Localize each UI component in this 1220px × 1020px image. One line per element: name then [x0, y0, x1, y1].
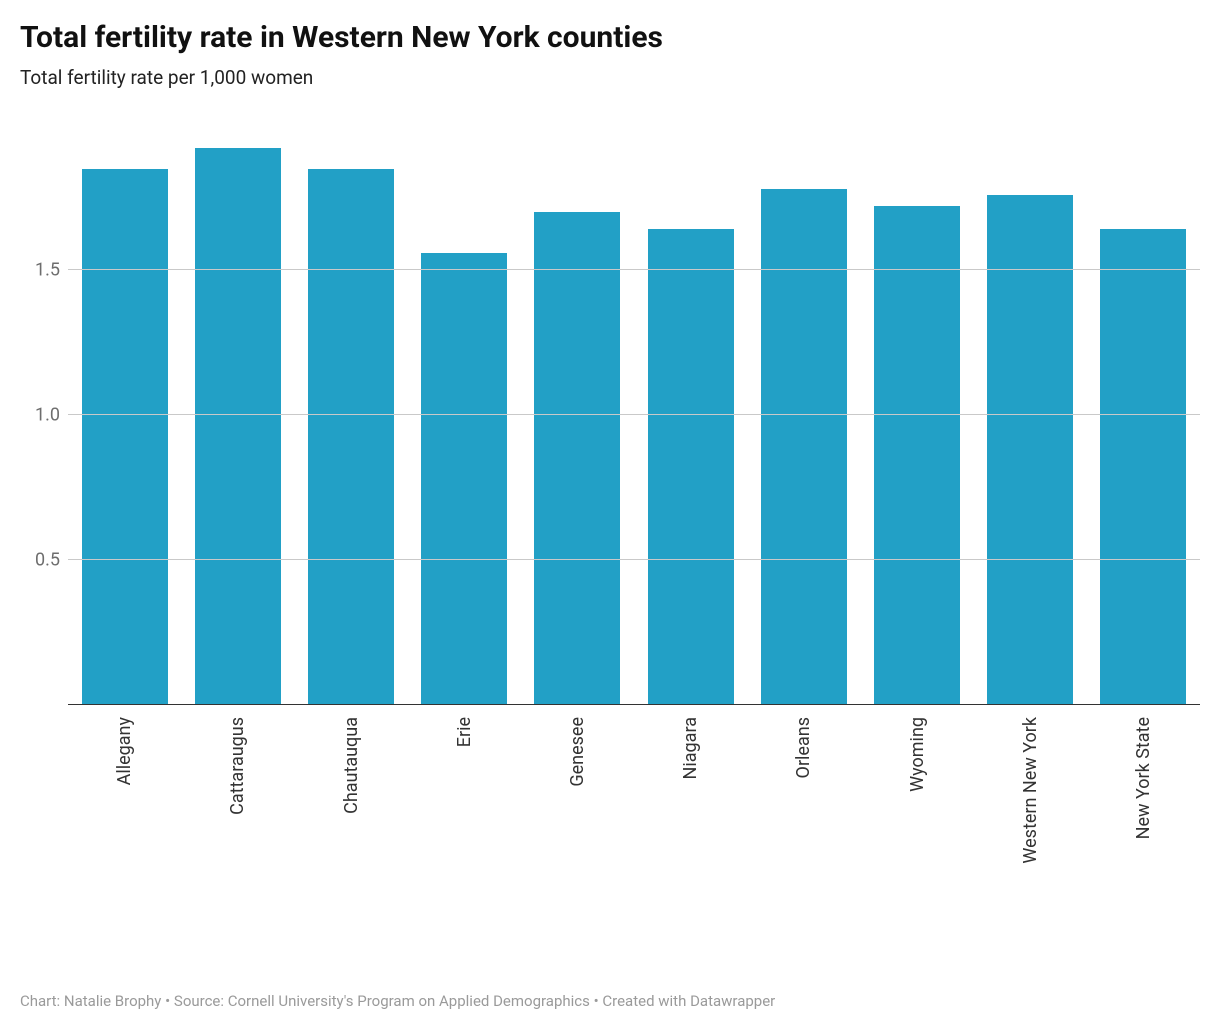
- y-tick-label: 1.0: [35, 405, 60, 426]
- x-label-slot: New York State: [1087, 717, 1200, 937]
- y-axis: 0.5 1.0 1.5: [20, 125, 68, 705]
- x-spacer: [20, 717, 68, 937]
- chart-title: Total fertility rate in Western New York…: [20, 20, 1200, 56]
- bar: [195, 148, 281, 705]
- bar: [987, 195, 1073, 705]
- bar-slot: [634, 125, 747, 705]
- chart-footer: Chart: Natalie Brophy • Source: Cornell …: [20, 984, 1200, 1010]
- plot-row: 0.5 1.0 1.5: [20, 125, 1200, 705]
- plot-area: [68, 125, 1200, 705]
- x-tick-label: Allegany: [114, 717, 135, 787]
- x-tick-label: Cattaraugus: [227, 717, 248, 817]
- y-tick-label: 0.5: [35, 550, 60, 571]
- x-tick-label: Niagara: [680, 717, 701, 781]
- x-tick-label: Western New York: [1020, 717, 1041, 866]
- gridline: [68, 269, 1200, 270]
- chart-subtitle: Total fertility rate per 1,000 women: [20, 66, 1200, 89]
- bar: [421, 253, 507, 705]
- x-tick-label: Orleans: [793, 717, 814, 780]
- chart-container: Total fertility rate in Western New York…: [0, 0, 1220, 1020]
- x-label-slot: Chautauqua: [294, 717, 407, 937]
- gridline: [68, 414, 1200, 415]
- bar: [308, 169, 394, 706]
- x-baseline: [68, 704, 1200, 705]
- bar-slot: [181, 125, 294, 705]
- bar: [874, 206, 960, 705]
- bar: [761, 189, 847, 705]
- bar-slot: [974, 125, 1087, 705]
- x-label-slot: Wyoming: [860, 717, 973, 937]
- x-tick-label: Wyoming: [907, 717, 928, 794]
- bar: [648, 229, 734, 705]
- x-axis-row: Allegany Cattaraugus Chautauqua Erie Genesee…: [20, 717, 1200, 937]
- bar-slot: [1087, 125, 1200, 705]
- bar: [534, 212, 620, 705]
- x-label-slot: Allegany: [68, 717, 181, 937]
- bar-slot: [68, 125, 181, 705]
- bar-slot: [294, 125, 407, 705]
- chart-area: 0.5 1.0 1.5 Allegany Cattaraugus Chautauqua E…: [20, 125, 1200, 984]
- x-label-slot: Western New York: [974, 717, 1087, 937]
- x-tick-label: New York State: [1133, 717, 1154, 841]
- gridline: [68, 559, 1200, 560]
- bar-slot: [408, 125, 521, 705]
- x-label-slot: Niagara: [634, 717, 747, 937]
- x-tick-label: Genesee: [567, 717, 588, 789]
- x-label-slot: Cattaraugus: [181, 717, 294, 937]
- bar-slot: [860, 125, 973, 705]
- x-label-slot: Erie: [408, 717, 521, 937]
- bar-slot: [747, 125, 860, 705]
- bar: [1100, 229, 1186, 705]
- x-tick-label: Erie: [454, 717, 475, 749]
- x-labels-group: Allegany Cattaraugus Chautauqua Erie Genesee…: [68, 717, 1200, 937]
- x-label-slot: Orleans: [747, 717, 860, 937]
- bar-slot: [521, 125, 634, 705]
- bar: [82, 169, 168, 706]
- x-tick-label: Chautauqua: [341, 717, 362, 816]
- bars-group: [68, 125, 1200, 705]
- x-label-slot: Genesee: [521, 717, 634, 937]
- y-tick-label: 1.5: [35, 260, 60, 281]
